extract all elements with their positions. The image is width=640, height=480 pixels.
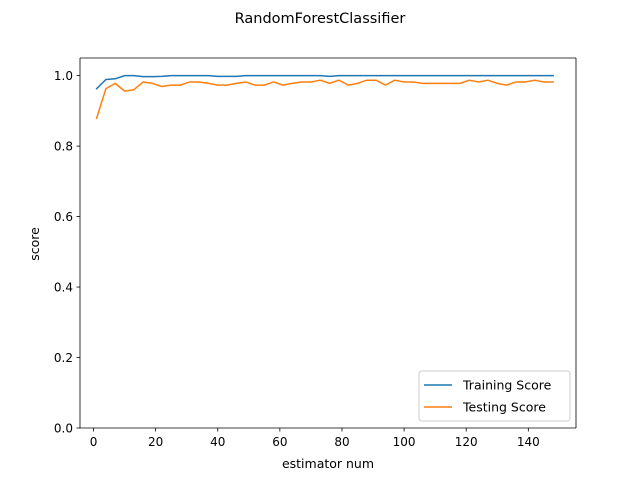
legend-box <box>418 370 571 422</box>
axes-layer: 0 20 40 60 80 100 120 140 0.0 0.2 0.4 0.6 0.8 1.0 <box>54 57 577 449</box>
x-tick-label: 140 <box>517 435 540 449</box>
x-tick-label: 0 <box>90 435 98 449</box>
y-tick-label: 1.0 <box>54 69 73 83</box>
y-tick-label: 0.4 <box>54 281 73 295</box>
series-layer <box>95 74 554 120</box>
x-tick-label: 60 <box>272 435 287 449</box>
legend-label-testing-score: Testing Score <box>462 400 546 415</box>
y-tick-label: 0.6 <box>54 210 73 224</box>
series-line-training-score <box>95 74 554 90</box>
plot-background <box>80 58 576 428</box>
plot-area <box>80 58 576 428</box>
y-tick-label: 0.8 <box>54 140 73 154</box>
y-axis-label: score <box>27 227 42 261</box>
legend: Training Score Testing Score <box>418 370 571 422</box>
x-tick-label: 80 <box>334 435 349 449</box>
series-line-testing-score <box>95 79 554 120</box>
y-tick-label: 0.0 <box>54 422 73 436</box>
x-tick-label: 100 <box>393 435 416 449</box>
x-axis-label: estimator num <box>282 456 374 471</box>
x-tick-label: 40 <box>210 435 225 449</box>
y-tick-label: 0.2 <box>54 351 73 365</box>
chart-title: RandomForestClassifier <box>235 11 406 27</box>
legend-label-training-score: Training Score <box>462 378 552 393</box>
x-tick-label: 20 <box>148 435 163 449</box>
x-tick-label: 120 <box>455 435 478 449</box>
